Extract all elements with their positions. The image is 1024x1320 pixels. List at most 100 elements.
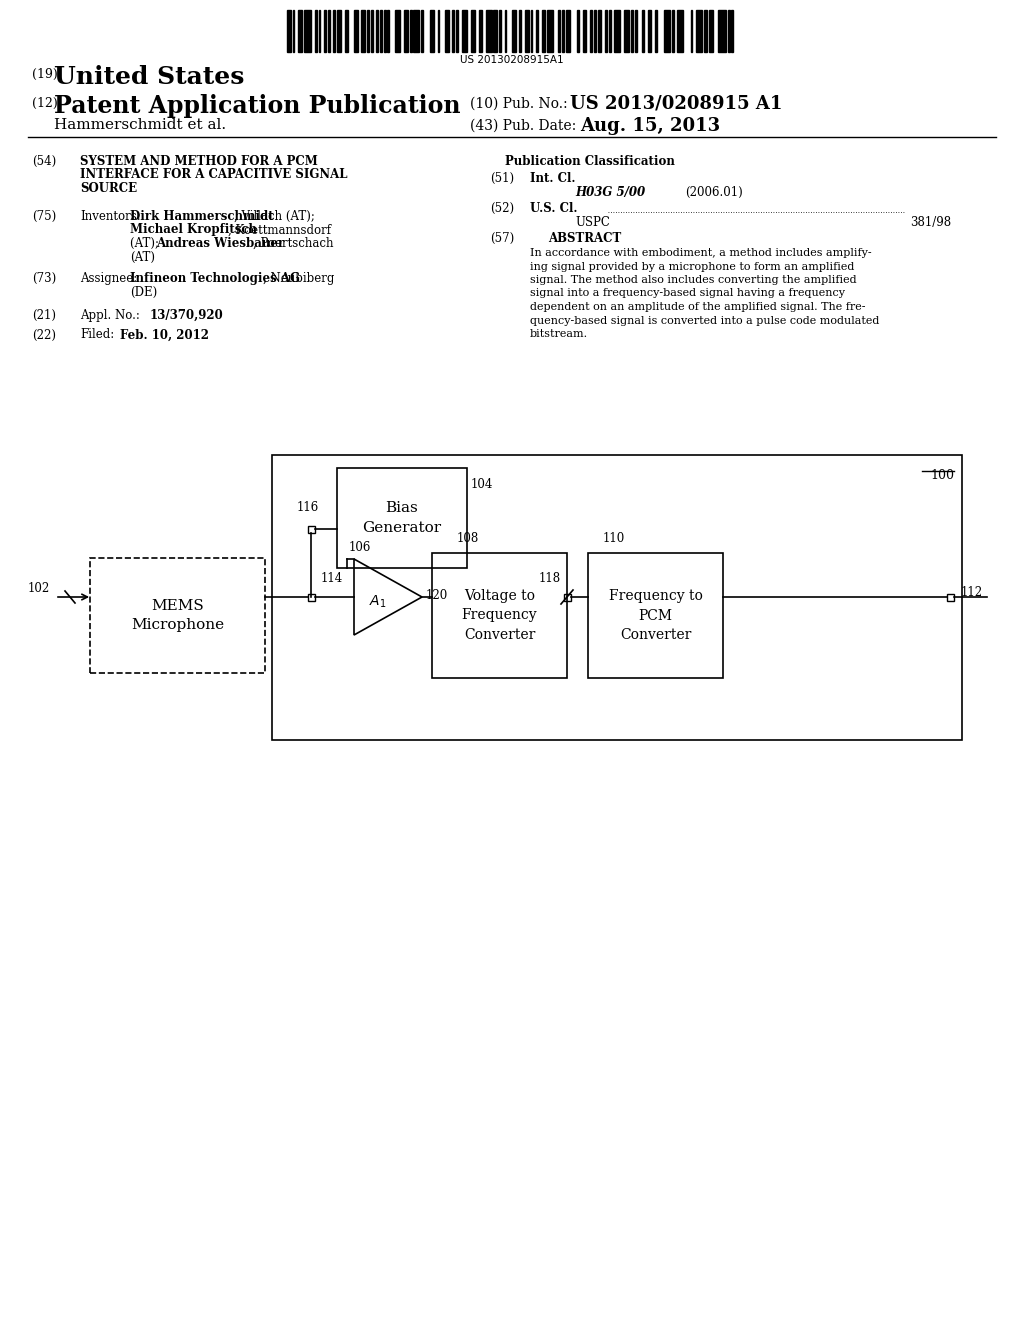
Bar bbox=[432, 553, 567, 678]
Bar bbox=[354, 11, 357, 51]
Text: Hammerschmidt et al.: Hammerschmidt et al. bbox=[54, 117, 226, 132]
Text: 13/370,920: 13/370,920 bbox=[150, 309, 224, 322]
Bar bbox=[462, 11, 467, 51]
Bar bbox=[590, 11, 592, 51]
Bar bbox=[608, 11, 610, 51]
Text: Dirk Hammerschmidt: Dirk Hammerschmidt bbox=[130, 210, 273, 223]
Text: dependent on an amplitude of the amplified signal. The fre-: dependent on an amplitude of the amplifi… bbox=[530, 302, 865, 312]
Bar bbox=[90, 558, 265, 673]
Bar bbox=[537, 11, 538, 51]
Bar bbox=[588, 553, 723, 678]
Text: , Poertschach: , Poertschach bbox=[253, 238, 334, 249]
Bar bbox=[486, 11, 492, 51]
Bar bbox=[665, 11, 670, 51]
Text: , Neubiberg: , Neubiberg bbox=[263, 272, 335, 285]
Text: 106: 106 bbox=[349, 541, 372, 554]
Text: (43) Pub. Date:: (43) Pub. Date: bbox=[470, 119, 577, 133]
Text: , Villach (AT);: , Villach (AT); bbox=[234, 210, 314, 223]
Text: Bias
Generator: Bias Generator bbox=[362, 502, 441, 535]
Bar bbox=[361, 11, 366, 51]
Text: , Koettmannsdorf: , Koettmannsdorf bbox=[228, 223, 331, 236]
Bar bbox=[430, 11, 434, 51]
Bar bbox=[337, 11, 341, 51]
Text: Feb. 10, 2012: Feb. 10, 2012 bbox=[120, 329, 209, 342]
Text: U.S. Cl.: U.S. Cl. bbox=[530, 202, 578, 215]
Bar bbox=[387, 11, 389, 51]
Text: ABSTRACT: ABSTRACT bbox=[549, 232, 622, 246]
Text: (19): (19) bbox=[32, 69, 57, 81]
Bar bbox=[563, 594, 570, 601]
Bar bbox=[558, 11, 560, 51]
Text: 110: 110 bbox=[603, 532, 626, 545]
Text: SOURCE: SOURCE bbox=[80, 182, 137, 195]
Text: (DE): (DE) bbox=[130, 285, 158, 298]
Bar bbox=[624, 11, 629, 51]
Text: MEMS
Microphone: MEMS Microphone bbox=[131, 599, 224, 632]
Text: bitstream.: bitstream. bbox=[530, 329, 588, 339]
Bar bbox=[690, 11, 692, 51]
Bar bbox=[648, 11, 651, 51]
Bar bbox=[728, 11, 729, 51]
Bar bbox=[371, 11, 373, 51]
Bar bbox=[519, 11, 521, 51]
Text: US 20130208915A1: US 20130208915A1 bbox=[460, 55, 564, 65]
Bar bbox=[594, 11, 596, 51]
Text: Int. Cl.: Int. Cl. bbox=[530, 172, 575, 185]
Bar bbox=[307, 594, 314, 601]
Text: quency-based signal is converted into a pulse code modulated: quency-based signal is converted into a … bbox=[530, 315, 880, 326]
Bar bbox=[635, 11, 637, 51]
Bar bbox=[337, 469, 467, 568]
Bar bbox=[453, 11, 455, 51]
Bar bbox=[672, 11, 674, 51]
Text: Frequency to
PCM
Converter: Frequency to PCM Converter bbox=[608, 589, 702, 642]
Text: INTERFACE FOR A CAPACITIVE SIGNAL: INTERFACE FOR A CAPACITIVE SIGNAL bbox=[80, 169, 347, 181]
Bar bbox=[678, 11, 683, 51]
Bar bbox=[631, 11, 633, 51]
Text: Inventors:: Inventors: bbox=[80, 210, 140, 223]
Text: (AT);: (AT); bbox=[130, 238, 163, 249]
Text: In accordance with embodiment, a method includes amplify-: In accordance with embodiment, a method … bbox=[530, 248, 871, 257]
Bar bbox=[719, 11, 726, 51]
Text: 100: 100 bbox=[930, 469, 954, 482]
Text: $A_1$: $A_1$ bbox=[369, 594, 386, 610]
Bar bbox=[315, 11, 316, 51]
Bar bbox=[605, 11, 607, 51]
Text: Patent Application Publication: Patent Application Publication bbox=[54, 94, 461, 117]
Bar bbox=[642, 11, 644, 51]
Text: 104: 104 bbox=[471, 478, 494, 491]
Bar bbox=[304, 11, 311, 51]
Bar bbox=[328, 11, 330, 51]
Text: (54): (54) bbox=[32, 154, 56, 168]
Bar bbox=[542, 11, 546, 51]
Text: Publication Classification: Publication Classification bbox=[505, 154, 675, 168]
Bar bbox=[614, 11, 620, 51]
Text: 114: 114 bbox=[321, 572, 343, 585]
Text: H03G 5/00: H03G 5/00 bbox=[575, 186, 645, 199]
Bar bbox=[598, 11, 601, 51]
Bar bbox=[345, 11, 348, 51]
Bar bbox=[696, 11, 701, 51]
Bar bbox=[380, 11, 382, 51]
Bar bbox=[566, 11, 569, 51]
Text: (10) Pub. No.:: (10) Pub. No.: bbox=[470, 96, 567, 111]
Text: Filed:: Filed: bbox=[80, 329, 115, 342]
Text: (73): (73) bbox=[32, 272, 56, 285]
Bar bbox=[525, 11, 528, 51]
Bar bbox=[548, 11, 553, 51]
Bar bbox=[499, 11, 501, 51]
Text: 116: 116 bbox=[297, 502, 319, 513]
Bar bbox=[318, 11, 321, 51]
Bar bbox=[512, 11, 516, 51]
Bar bbox=[395, 11, 400, 51]
Bar bbox=[562, 11, 564, 51]
Text: (2006.01): (2006.01) bbox=[685, 186, 742, 199]
Bar bbox=[530, 11, 532, 51]
Bar bbox=[494, 11, 497, 51]
Bar bbox=[457, 11, 458, 51]
Text: (22): (22) bbox=[32, 329, 56, 342]
Text: 118: 118 bbox=[539, 572, 561, 585]
Bar bbox=[293, 11, 295, 51]
Bar bbox=[334, 11, 335, 51]
Text: Appl. No.:: Appl. No.: bbox=[80, 309, 140, 322]
Text: (52): (52) bbox=[490, 202, 514, 215]
